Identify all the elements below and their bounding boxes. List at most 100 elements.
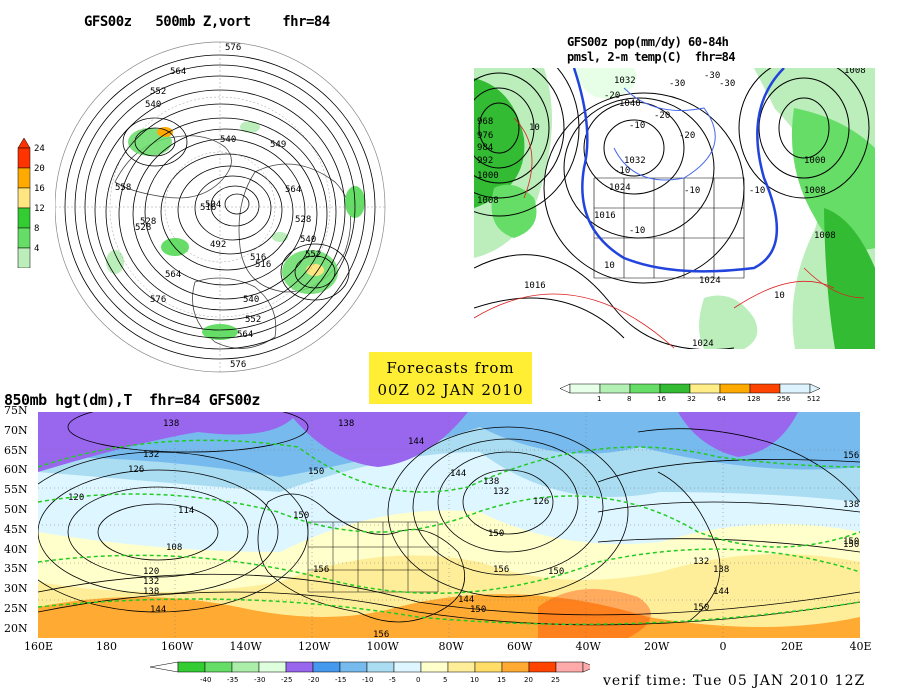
lat-label: 70N [4, 423, 28, 437]
hgt850-lat-axis: 75N 70N 65N 60N 55N 50N 45N 40N 35N 30N 25N 20N [4, 404, 38, 644]
precip-pressure-label: 992 [477, 156, 493, 166]
temp-legend-tick: -15 [335, 676, 346, 684]
hgt850-map: 138 132 126 120 114 108 120 132 138 144 138 144 150 1… [38, 412, 860, 638]
temp-legend-arrow-right [582, 661, 590, 673]
vort500-map: 576 564 552 540 540 549 528 516 564 504 492 516 528 5… [55, 32, 395, 377]
lat-label: 75N [4, 404, 28, 417]
vort500-contour-label: 540 [243, 295, 259, 305]
precip-pressure-label: 1000 [804, 156, 826, 166]
hgt850-height-label: 150 [693, 603, 709, 613]
forecast-line1: Forecasts from [386, 359, 515, 377]
hgt850-height-label: 138 [713, 565, 729, 575]
hgt850-temp-legend: -40 -35 -30 -25 -20 -15 -10 -5 0 5 10 15 20 25 [150, 660, 590, 690]
hgt850-height-label: 150 [470, 605, 486, 615]
lon-label: 120W [298, 640, 331, 653]
vort500-legend-tick: 4 [34, 244, 39, 254]
precip-pressure-label: 1008 [804, 186, 826, 196]
precip-pressure-label: 984 [477, 143, 493, 153]
precip-temp-label: 10 [774, 291, 785, 301]
forecast-info-box: Forecasts from 00Z 02 JAN 2010 [369, 352, 532, 404]
temp-legend-arrow-left [150, 661, 179, 673]
precip-pressure-label: 1016 [594, 211, 616, 221]
temp-legend-swatch [285, 661, 314, 673]
vort500-contour-label: 516 [255, 260, 271, 270]
verif-time: verif time: Tue 05 JAN 2010 12Z [603, 673, 866, 689]
vort500-legend-swatch [17, 167, 31, 189]
temp-legend-swatch [258, 661, 287, 673]
hgt850-height-label: 144 [450, 469, 466, 479]
temp-legend-swatch [393, 661, 422, 673]
temp-legend-swatch [231, 661, 260, 673]
lon-label: 20E [781, 640, 804, 653]
temp-legend-swatch [177, 661, 206, 673]
hgt850-lon-axis: 160E 180 160W 140W 120W 100W 80W 60W 40W 20W 0 20E 4… [20, 640, 880, 656]
vort500-legend-tick: 20 [34, 164, 45, 174]
temp-legend-swatch [501, 661, 530, 673]
vort500-legend-swatch [17, 187, 31, 209]
precip-pressure-label: 1016 [524, 281, 546, 291]
hgt850-height-label: 144 [408, 437, 424, 447]
lon-label: 0 [719, 640, 727, 653]
hgt850-height-label: 156 [843, 451, 859, 461]
vort500-contour-label: 564 [170, 67, 186, 77]
precip-pressure-label: 1008 [814, 231, 836, 241]
hgt850-height-label: 132 [143, 450, 159, 460]
temp-legend-swatch [312, 661, 341, 673]
lon-label: 40E [849, 640, 872, 653]
vort500-contour-label: 564 [165, 270, 181, 280]
precip-pressure-label: 968 [477, 117, 493, 127]
precip-legend-arrow-left [560, 383, 571, 394]
precip-svg: 1008 1008 1000 992 984 976 968 1032 1040 1032 1024… [474, 68, 875, 349]
lon-label: 80W [438, 640, 464, 653]
temp-legend-swatch [447, 661, 476, 673]
temp-legend-swatch [366, 661, 395, 673]
hgt850-height-label: 120 [68, 493, 84, 503]
vort500-legend: 24 20 16 12 8 4 [10, 138, 50, 268]
lat-label: 20N [4, 621, 28, 635]
vort500-contour-label: 558 [115, 183, 131, 193]
hgt850-height-label: 150 [293, 511, 309, 521]
precip-pressure-label: 976 [477, 131, 493, 141]
hgt850-height-label: 144 [150, 605, 166, 615]
hgt850-height-label: 138 [483, 477, 499, 487]
vort500-contour-label: 540 [220, 135, 236, 145]
vort500-legend-swatch [17, 147, 31, 169]
vort500-contour-label: 516 [250, 253, 266, 263]
precip-pressure-label: 1032 [624, 156, 646, 166]
vort500-contour-label: 576 [225, 43, 241, 53]
precip-temp-label: -10 [629, 226, 645, 236]
lon-label: 160E [24, 640, 54, 653]
precip-legend-tick: 64 [717, 395, 726, 403]
precip-pressure-label: 1008 [844, 68, 866, 76]
precip-pressure-label: 1024 [609, 183, 631, 193]
hgt850-height-label: 138 [338, 419, 354, 429]
temp-legend-tick: -10 [362, 676, 373, 684]
vort500-contour-label: 528 [135, 223, 151, 233]
vort500-contour-label: 540 [300, 235, 316, 245]
vort500-contour-label: 492 [210, 240, 226, 250]
precip-legend-swatch [569, 383, 601, 394]
hgt850-height-label: 120 [143, 567, 159, 577]
temp-legend-tick: 20 [524, 676, 533, 684]
precip-temp-label: -30 [719, 79, 735, 89]
lon-label: 140W [229, 640, 262, 653]
vort500-contour-label: 504 [205, 200, 221, 210]
precip-contour-labels: 1008 1008 1000 992 984 976 968 1032 1040 1032 1024… [477, 68, 866, 349]
precip-legend-tick: 128 [747, 395, 760, 403]
temp-legend-swatch [528, 661, 557, 673]
vort500-contour-label: 552 [245, 315, 261, 325]
temp-legend-swatch [420, 661, 449, 673]
precip-pressure-label: 1000 [477, 171, 499, 181]
lat-label: 50N [4, 503, 28, 516]
vort500-contour-label: 549 [270, 140, 286, 150]
precip-temp-label: -20 [679, 131, 695, 141]
lat-label: 40N [4, 542, 28, 556]
temp-legend-tick: 25 [551, 676, 560, 684]
vort500-contour-label: 564 [237, 330, 253, 340]
precip-map: 1008 1008 1000 992 984 976 968 1032 1040 1032 1024… [474, 68, 875, 349]
precip-legend: 1 8 16 32 64 128 256 512 [560, 382, 830, 404]
lat-label: 65N [4, 443, 28, 457]
precip-pressure-label: 1024 [692, 339, 714, 349]
vort500-legend-arrow [17, 138, 31, 149]
